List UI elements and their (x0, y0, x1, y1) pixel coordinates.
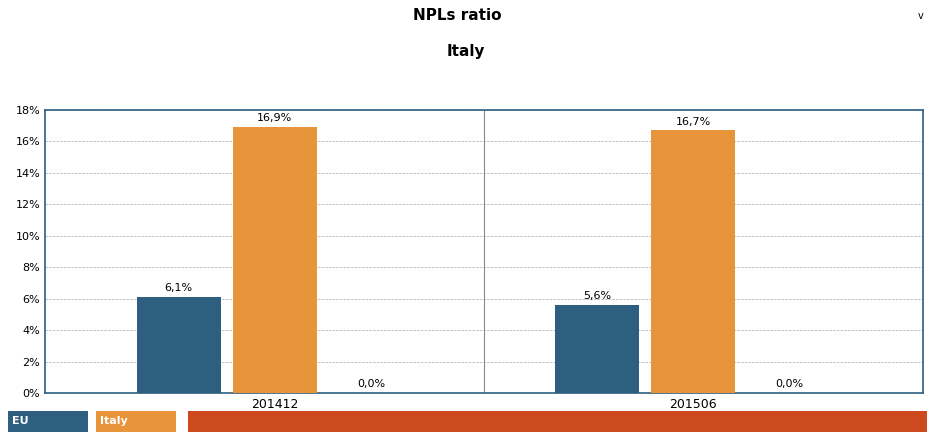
Bar (188, 411, 927, 432)
Text: v: v (918, 11, 924, 21)
Bar (555, 305, 639, 393)
Bar (137, 297, 221, 393)
Text: 0,0%: 0,0% (358, 379, 385, 389)
Text: Italy: Italy (100, 416, 128, 426)
Text: NPLs ratio: NPLs ratio (413, 8, 502, 23)
Bar (652, 131, 735, 393)
Text: 0,0%: 0,0% (776, 379, 803, 389)
Text: 6,1%: 6,1% (165, 283, 193, 293)
Text: 16,7%: 16,7% (675, 116, 710, 127)
Text: 16,9%: 16,9% (257, 113, 292, 123)
Bar (96, 411, 176, 432)
Text: EU: EU (12, 416, 29, 426)
Text: Italy: Italy (446, 44, 485, 59)
Text: 5,6%: 5,6% (583, 291, 611, 301)
Bar (233, 127, 317, 393)
Bar (8, 411, 88, 432)
